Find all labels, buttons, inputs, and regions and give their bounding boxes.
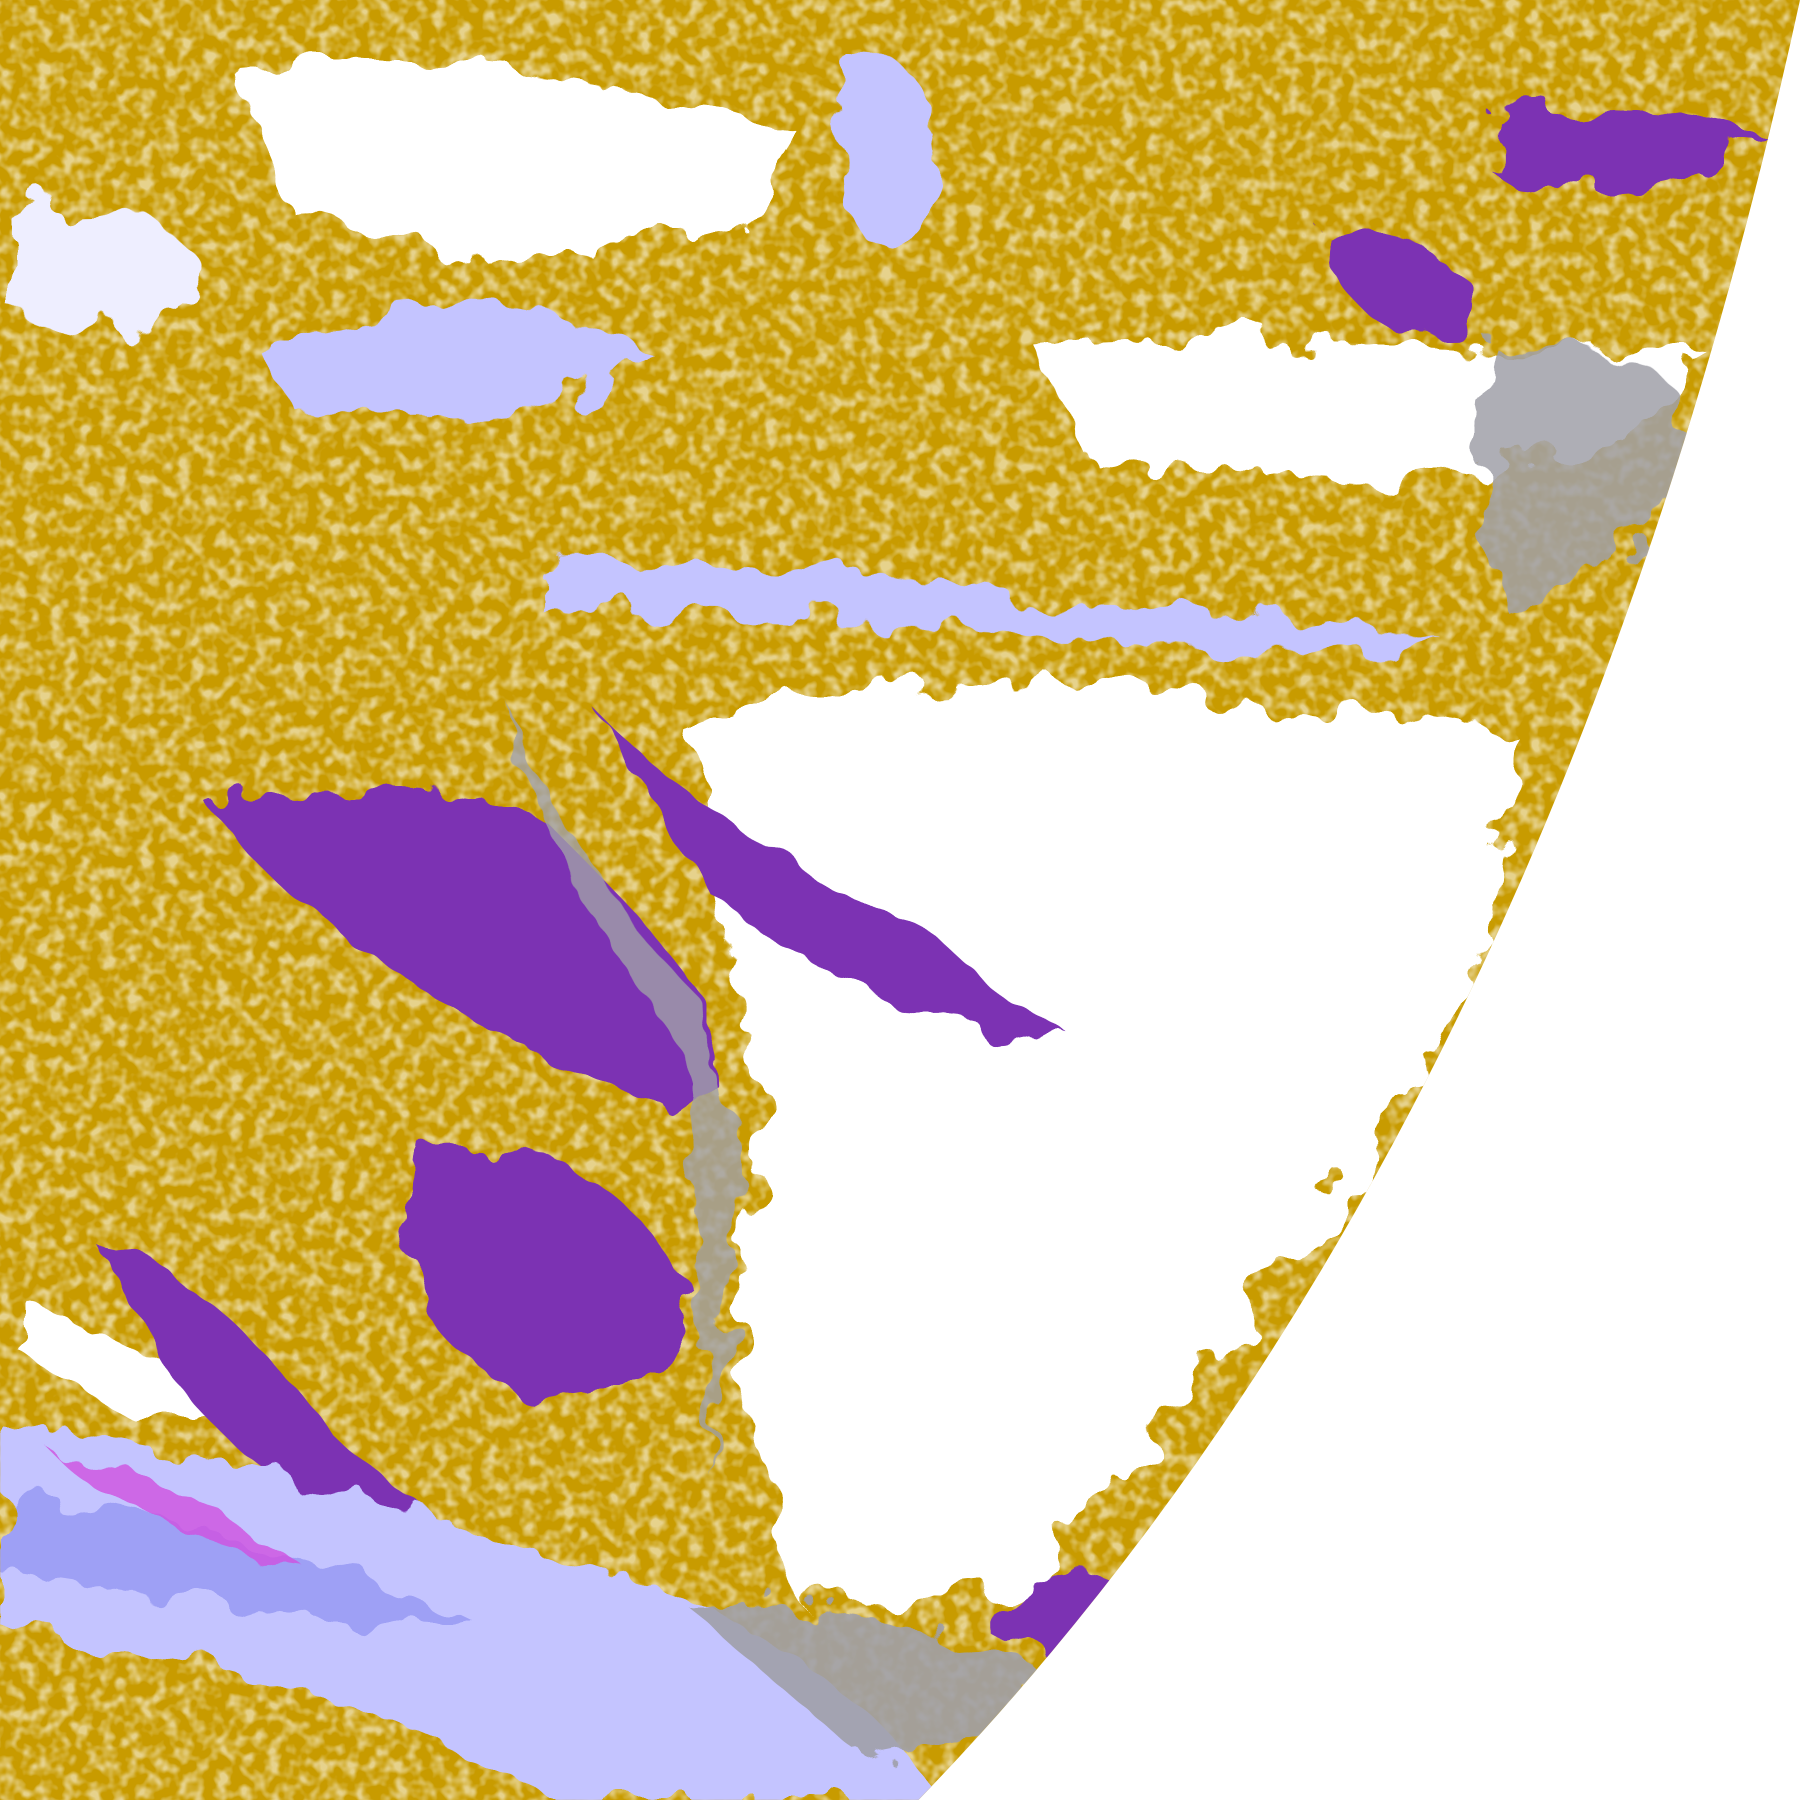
lavender-tower-north bbox=[838, 44, 942, 252]
purple-region-ne bbox=[1320, 110, 1768, 336]
high-cloud-regions bbox=[0, 44, 1689, 1800]
magenta-patch bbox=[45, 1446, 299, 1562]
lavender-cloud-band-north bbox=[252, 309, 643, 422]
purple-region-central bbox=[206, 793, 735, 1107]
purple-region-south bbox=[407, 1143, 689, 1407]
gray-coastline-band bbox=[493, 688, 739, 1493]
pale-cloud-nw bbox=[11, 204, 207, 330]
periwinkle-band bbox=[0, 1492, 483, 1631]
gray-band-south bbox=[688, 1604, 1034, 1768]
purple-region-tongue bbox=[596, 711, 1080, 1045]
purple-region-sw bbox=[103, 1251, 483, 1562]
purple-cloud-regions bbox=[103, 110, 1768, 1650]
gray-cloud-east bbox=[1477, 344, 1689, 620]
lavender-cloud-band-itcz bbox=[539, 559, 1447, 656]
lavender-band-south bbox=[0, 1423, 942, 1800]
